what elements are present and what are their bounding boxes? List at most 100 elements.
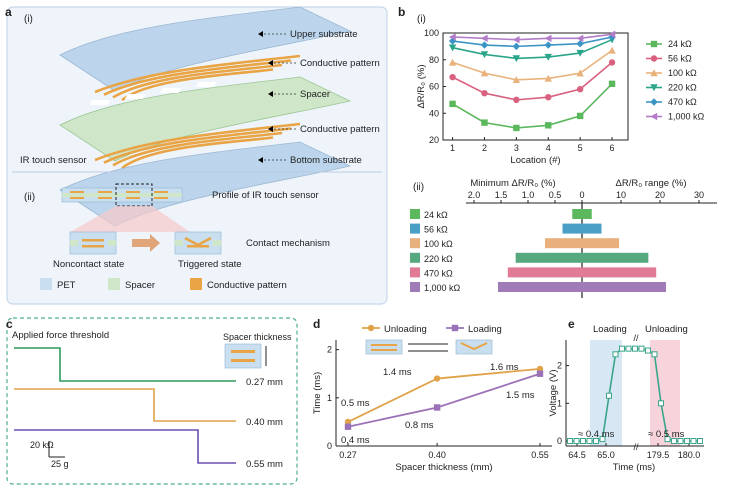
conductive-trace [121,136,274,170]
e-ytick-label: 1 [557,398,562,408]
d-state-icon-electrode [371,344,397,346]
b-ii-category-label: 470 kΩ [424,268,453,278]
panel-c-title: Applied force threshold [12,330,109,341]
e-point [658,400,664,407]
cell-electrode [187,245,209,248]
e-point [638,345,645,352]
spacer-icon [224,343,262,369]
spacer-icon-electrode [231,359,255,362]
b-i-point [480,69,489,77]
panel-c-frame [6,317,298,485]
layer-label: Conductive pattern [300,124,380,135]
b-ii-left-tick-label: 0 [579,190,584,200]
e-ytick-label: 0 [557,436,562,446]
leader-arrow [268,126,273,132]
b-ii-bar [507,267,657,278]
b-ii-legend-swatch [410,238,420,249]
b-i-legend-marker [650,55,658,62]
b-i-xtick-label: 3 [514,143,519,153]
b-ii-right-tick-label: 20 [655,190,665,200]
b-ii-left-axis-label: Minimum ΔR/R₀ (%) [470,178,555,189]
b-i-point [512,76,521,84]
profile-electrode [70,197,84,199]
conductive-pattern-2 [94,122,301,170]
e-time-1: ≈ 0.4 ms [578,429,615,440]
e-series-line [570,347,700,442]
profile-label: Profile of IR touch sensor [212,190,319,201]
panel-c-spacer-label: Spacer thickness [223,332,292,342]
profile-electrode [98,191,112,193]
b-i-point [448,58,457,66]
b-i-point [513,124,520,132]
legend-label: Conductive pattern [207,280,287,291]
d-annotation: 1.4 ms [383,367,412,378]
b-ii-category-label: 56 kΩ [424,225,448,235]
panel-b-letter: b [398,5,405,19]
leader-arrow [258,31,263,37]
b-i-ytick-label: 100 [424,28,439,38]
legend-label: Spacer [125,280,155,291]
b-i-series-line [452,49,613,81]
b-i-point [608,46,616,54]
b-i-ylabel: ΔR/R₀ (%) [416,64,427,108]
zoom-fan [70,206,190,232]
legend-swatch [40,278,52,290]
panel-c-letter: c [6,317,13,331]
b-i-point [544,53,552,61]
layer-label: Conductive pattern [300,58,380,69]
panel-a-sub-i: (i) [24,14,33,25]
b-ii-bar [572,209,592,219]
b-i-point [544,74,552,82]
e-time-2: ≈ 0.5 ms [648,429,685,440]
d-xtick-label: 0.27 [339,450,357,460]
spacer-icon-electrode [231,350,255,353]
e-ytick-label: 2 [557,361,562,371]
b-ii-left-tick-label: 0.5 [549,190,562,200]
legend-label: PET [57,280,76,291]
b-i-ytick-label: 80 [429,55,439,65]
d-point [344,423,352,430]
cell-spacer [175,240,183,246]
b-i-point [448,44,457,52]
b-ii-category-label: 24 kΩ [424,210,448,220]
cell-spacer [70,240,78,246]
b-i-point [545,122,552,129]
conductive-trace [112,131,283,167]
noncontact-cell [69,231,117,255]
conductive-trace [103,127,292,164]
b-i-point [576,49,584,57]
d-state-icon [455,339,493,355]
e-ylabel: Voltage (V) [548,370,559,417]
e-point [619,345,625,352]
d-legend-label: Unloading [384,324,427,335]
b-i-point [448,33,456,41]
upper-substrate-sheet [59,6,352,92]
conductive-trace [121,68,274,102]
panel-a-letter: a [5,5,12,19]
b-i-xtick-label: 4 [546,143,551,153]
b-i-series-line [452,36,613,48]
b-i-ytick-label: 40 [429,108,439,118]
profile-electrode [98,197,112,199]
profile-spacer-band [62,193,182,197]
b-ii-category-label: 220 kΩ [424,254,453,264]
b-i-point [480,41,489,49]
panel-a-sub-ii: (ii) [24,192,35,203]
d-point [536,370,544,377]
b-ii-right-tick-label: 10 [616,190,626,200]
profile-electrode [70,191,84,193]
b-i-point [512,42,521,51]
b-ii-left-tick-label: 2.0 [468,190,481,200]
b-i-xtick-label: 5 [578,143,583,153]
conductive-trace [94,54,301,94]
d-point [344,418,352,426]
b-ii-bar [498,282,666,292]
trace-0.27 [14,347,236,382]
d-point [536,365,544,373]
d-state-icon [365,339,403,355]
profile-electrode [154,191,168,193]
b-i-point [576,34,584,43]
b-i-point [449,73,456,81]
b-ii-legend-swatch [410,252,420,263]
